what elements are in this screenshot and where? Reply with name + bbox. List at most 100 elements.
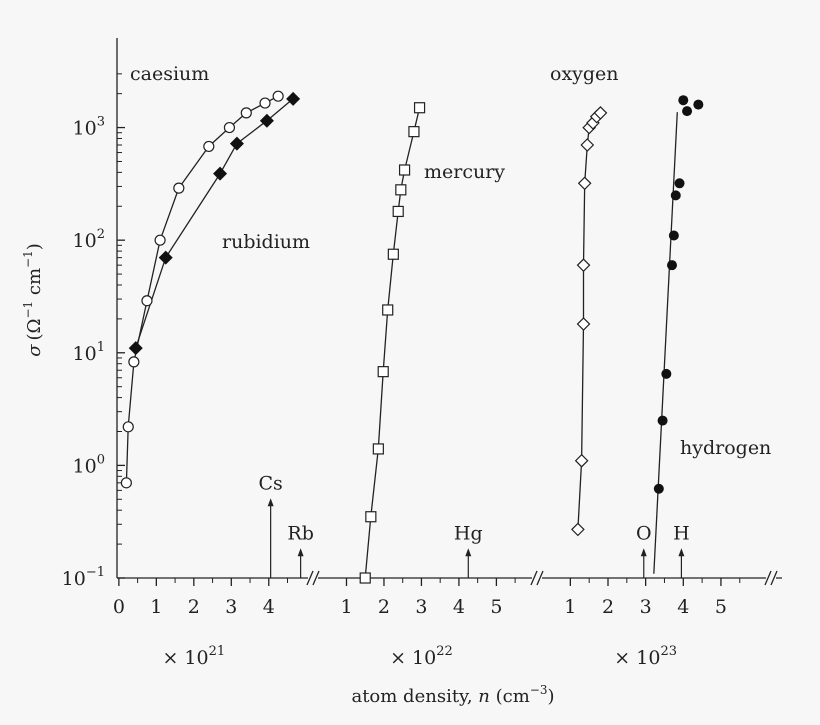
caesium-point: [173, 182, 185, 194]
axis-break-mark: [306, 570, 314, 586]
axis-break-mark: [312, 570, 320, 586]
x-tick-label: 4: [677, 596, 689, 618]
mercury-label: mercury: [424, 161, 505, 183]
oxygen-point: [576, 317, 591, 331]
y-tick-label: 100: [73, 452, 105, 477]
x-tick-label: 2: [602, 596, 614, 618]
labels: 10−1 100 101 102 103 0 1 2 3 4 × 1021 1 2 3 4 5 × 1022 1 2…: [62, 63, 772, 669]
annotation-arrowhead-Cs: [267, 498, 274, 507]
annotation-label-Hg: Hg: [454, 522, 483, 544]
hydrogen-point: [653, 483, 664, 494]
oxygen-label: oxygen: [550, 63, 619, 85]
hydrogen-curve: [653, 112, 678, 574]
y-tick-label: 101: [73, 340, 105, 365]
x-tick-label: 1: [340, 596, 352, 618]
axis-break-mark: [764, 570, 772, 586]
y-tick-label: 102: [73, 227, 105, 252]
x-axis-title: atom density, n (cm−3): [351, 683, 554, 707]
hydrogen-point: [693, 99, 704, 110]
mercury-point: [365, 511, 377, 523]
x-tick-label: 5: [715, 596, 727, 618]
hydrogen-point: [657, 415, 668, 426]
axis-break-mark: [536, 570, 544, 586]
rubidium-curve: [135, 98, 294, 349]
x-multiplier-label: × 1022: [390, 644, 453, 669]
rubidium-point: [128, 341, 143, 356]
x-tick-label: 2: [378, 596, 390, 618]
mercury-point: [398, 164, 411, 176]
hydrogen-point: [682, 106, 693, 117]
caesium-label: caesium: [130, 63, 209, 85]
rubidium-point: [213, 166, 228, 181]
oxygen-point: [577, 176, 592, 191]
annotation-label-H: H: [673, 522, 690, 544]
markers: [120, 90, 704, 584]
caesium-point: [203, 140, 215, 153]
annotation-label-O: O: [636, 522, 652, 544]
oxygen-point: [576, 258, 591, 273]
oxygen-point: [580, 138, 595, 152]
axis-break-mark: [530, 570, 538, 586]
x-tick-label: 2: [188, 596, 200, 618]
mercury-point: [382, 304, 394, 316]
rubidium-point: [259, 113, 274, 128]
x-tick-label: 5: [490, 596, 502, 618]
annotation-arrowhead-Rb: [297, 548, 304, 557]
axes: [116, 38, 782, 586]
oxygen-point: [574, 453, 589, 468]
y-tick-label: 103: [73, 115, 105, 140]
caesium-point: [128, 356, 140, 368]
rubidium-point: [158, 250, 173, 265]
x-tick-label: 1: [564, 596, 576, 618]
mercury-point: [408, 126, 420, 138]
annotation-arrowhead-H: [678, 548, 685, 557]
axis-break-gap: [308, 575, 318, 581]
x-multiplier-label: × 1021: [162, 644, 225, 669]
axis-break-mark: [770, 570, 778, 586]
x-tick-label: 3: [640, 596, 652, 618]
x-tick-label: 0: [113, 596, 125, 618]
x-tick-label: 3: [415, 596, 427, 618]
oxygen-point: [571, 522, 585, 537]
rubidium-point: [229, 136, 244, 151]
annotation-label-Rb: Rb: [287, 522, 313, 544]
axis-break-gap: [766, 575, 776, 581]
x-multiplier-label: × 1023: [614, 644, 677, 669]
x-tick-label: 1: [150, 596, 162, 618]
caesium-point: [223, 121, 236, 134]
y-tick-label: 10−1: [62, 565, 105, 590]
mercury-point: [395, 184, 407, 196]
hydrogen-point: [661, 368, 672, 379]
oxygen-point: [593, 106, 608, 120]
annotation-arrowhead-O: [640, 548, 647, 557]
hydrogen-point: [667, 260, 677, 271]
rubidium-point: [286, 91, 301, 106]
caesium-point: [141, 295, 153, 307]
hydrogen-point: [668, 230, 679, 241]
annotation-label-Cs: Cs: [259, 472, 283, 494]
hydrogen-point: [670, 190, 681, 201]
mercury-point: [377, 366, 389, 378]
hydrogen-label: hydrogen: [680, 437, 771, 459]
hydrogen-point: [674, 178, 685, 189]
mercury-curve: [364, 107, 421, 579]
caesium-point: [259, 97, 271, 109]
rubidium-label: rubidium: [222, 231, 310, 253]
x-tick-label: 3: [225, 596, 237, 618]
caesium-point: [122, 421, 134, 433]
x-tick-label: 4: [263, 596, 275, 618]
y-axis-title: σ(Ω−1 cm−1): [21, 243, 45, 357]
mercury-point: [359, 572, 371, 584]
caesium-point: [120, 477, 132, 489]
axis-break-gap: [532, 575, 542, 581]
hydrogen-point: [678, 95, 689, 106]
x-tick-label: 4: [453, 596, 465, 618]
caesium-point: [154, 234, 166, 246]
mercury-point: [392, 205, 404, 218]
caesium-curve: [125, 95, 279, 483]
mercury-point: [372, 443, 384, 455]
mercury-point: [387, 248, 399, 260]
annotation-arrowhead-Hg: [465, 548, 472, 557]
caesium-point: [272, 90, 284, 102]
